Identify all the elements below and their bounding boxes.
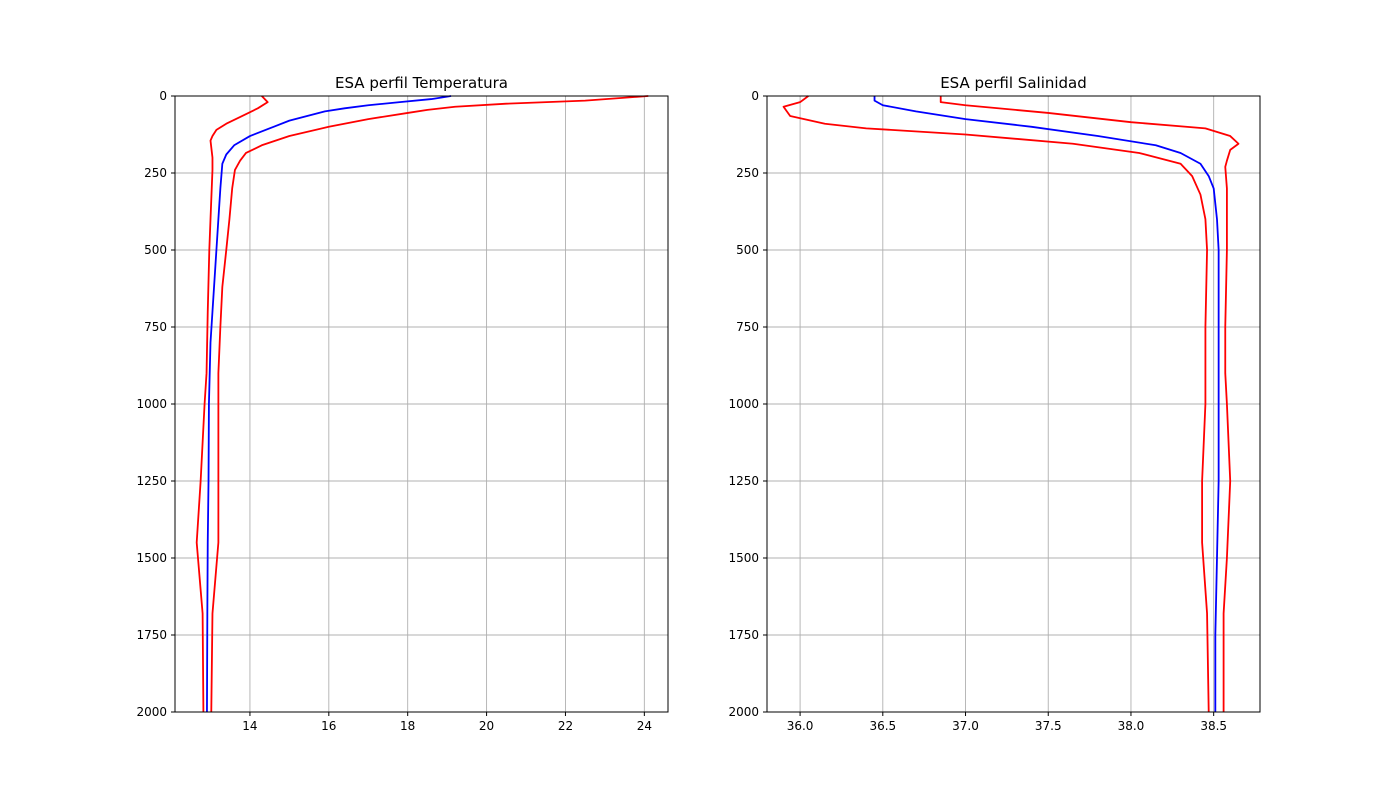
salinity-ytick-label: 2000	[728, 705, 759, 719]
temperature-series-line-1	[210, 95, 649, 713]
salinity-ytick-label: 0	[751, 89, 759, 103]
salinity-xtick-label: 38.5	[1200, 719, 1227, 733]
salinity-series-line-1	[939, 96, 1240, 712]
salinity-ytick-label: 1000	[728, 397, 759, 411]
salinity-ytick-label: 1500	[728, 551, 759, 565]
salinity-ytick-label: 1250	[728, 474, 759, 488]
temperature-ytick-label: 2000	[136, 705, 167, 719]
salinity-ytick-label: 750	[736, 320, 759, 334]
temperature-ytick-label: 0	[159, 89, 167, 103]
temperature-ytick-label: 1250	[136, 474, 167, 488]
salinity-xtick-label: 37.5	[1035, 719, 1062, 733]
salinity-xtick-label: 36.0	[787, 719, 814, 733]
salinity-ytick-label: 500	[736, 243, 759, 257]
salinity-xtick-label: 37.0	[952, 719, 979, 733]
temperature-grid	[175, 95, 668, 713]
temperature-xtick-label: 14	[242, 719, 257, 733]
salinity-ytick-label: 1750	[728, 628, 759, 642]
temperature-title: ESA perfil Temperatura	[335, 74, 508, 92]
temperature-series-line-0	[206, 95, 452, 713]
salinity-series-line-0	[873, 96, 1220, 712]
salinity-panel: 36.0 36.5 37.0 37.5 38.0 38.5 0 250 500 750 1000 12…	[728, 74, 1261, 733]
salinity-xtick-label: 36.5	[869, 719, 896, 733]
temperature-ytick-label: 1000	[136, 397, 167, 411]
temperature-series-line-2	[195, 95, 269, 713]
salinity-series-line-2	[782, 95, 1210, 713]
temperature-ytick-label: 750	[144, 320, 167, 334]
temperature-panel: 14 16 18 20 22 24 0 250 500 750 1000 1250 1500 1750 20…	[136, 74, 669, 733]
salinity-ticks: 36.0 36.5 37.0 37.5 38.0 38.5 0 250 500 750 1000 12…	[728, 89, 1227, 733]
salinity-series	[782, 95, 1240, 713]
salinity-xtick-label: 38.0	[1118, 719, 1145, 733]
temperature-ytick-label: 500	[144, 243, 167, 257]
temperature-ticks: 14 16 18 20 22 24 0 250 500 750 1000 1250 1500 1750 20…	[136, 89, 652, 733]
temperature-xtick-label: 18	[400, 719, 415, 733]
salinity-grid	[767, 95, 1260, 713]
temperature-xtick-label: 20	[479, 719, 494, 733]
temperature-xtick-label: 22	[558, 719, 573, 733]
salinity-title: ESA perfil Salinidad	[940, 74, 1087, 92]
salinity-ytick-label: 250	[736, 166, 759, 180]
temperature-xtick-label: 16	[321, 719, 336, 733]
temperature-ytick-label: 250	[144, 166, 167, 180]
temperature-xtick-label: 24	[637, 719, 652, 733]
temperature-ytick-label: 1500	[136, 551, 167, 565]
temperature-ytick-label: 1750	[136, 628, 167, 642]
temperature-series	[195, 95, 649, 713]
